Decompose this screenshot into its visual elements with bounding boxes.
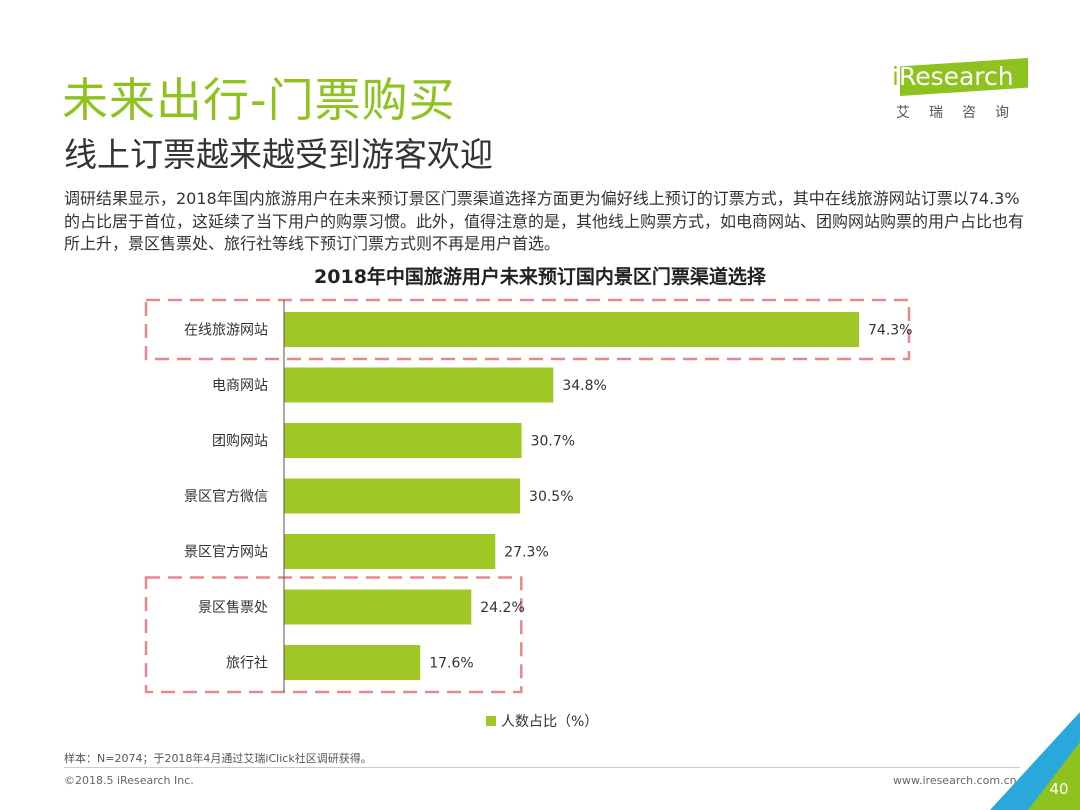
bar-group (284, 312, 859, 680)
logo-wordmark: iResearch (892, 62, 1014, 91)
page-subtitle: 线上订票越来越受到游客欢迎 (64, 135, 493, 174)
logo-research-letters: Research (898, 62, 1014, 91)
category-label: 景区官方网站 (184, 545, 268, 561)
value-label: 27.3% (504, 545, 548, 561)
bar (284, 367, 554, 403)
value-label: 30.7% (531, 434, 575, 450)
bar (284, 312, 859, 347)
corner-green-triangle (1028, 742, 1080, 810)
bar (284, 645, 421, 680)
category-label: 旅行社 (226, 656, 268, 672)
value-label: 34.8% (562, 378, 606, 394)
value-label: 74.3% (868, 323, 912, 339)
copyright-text: ©2018.5 iResearch Inc. (64, 774, 194, 787)
highlight-box (144, 576, 523, 694)
category-label: 电商网站 (212, 378, 268, 394)
highlight-boxes (144, 298, 911, 694)
chart-title: 2018年中国旅游用户未来预订国内景区门票渠道选择 (314, 266, 766, 288)
summary-paragraph: 调研结果显示，2018年国内旅游用户在未来预订景区门票渠道选择方面更为偏好线上预… (64, 189, 1025, 253)
page-title: 未来出行-门票购买 (62, 73, 456, 127)
category-label: 景区售票处 (198, 600, 268, 616)
bar (284, 478, 521, 514)
value-labels: 74.3% 34.8% 30.7% 30.5% 27.3% 24.2% 17.6% (429, 323, 912, 672)
highlight-box (144, 298, 911, 361)
category-label: 在线旅游网站 (184, 323, 268, 339)
iresearch-logo: iResearch 艾瑞咨询 (888, 56, 1028, 122)
page-number: 40 (1049, 780, 1069, 798)
logo-i-letter: i (892, 62, 899, 91)
logo-chinese-name: 艾瑞咨询 (896, 105, 1028, 121)
category-label: 团购网站 (212, 434, 268, 450)
legend-swatch (486, 716, 496, 726)
value-label: 30.5% (529, 489, 573, 505)
bar (284, 589, 472, 625)
footer-divider (64, 767, 1020, 768)
legend-label: 人数占比（%） (501, 714, 599, 730)
website-url: www.iresearch.com.cn (893, 774, 1017, 787)
bar (284, 534, 496, 569)
value-label: 17.6% (429, 656, 473, 672)
bar (284, 423, 522, 458)
value-label: 24.2% (480, 600, 524, 616)
category-label: 景区官方微信 (184, 489, 268, 505)
chart-legend: 人数占比（%） (486, 711, 598, 731)
sample-note: 样本：N=2074；于2018年4月通过艾瑞iClick社区调研获得。 (64, 752, 372, 765)
